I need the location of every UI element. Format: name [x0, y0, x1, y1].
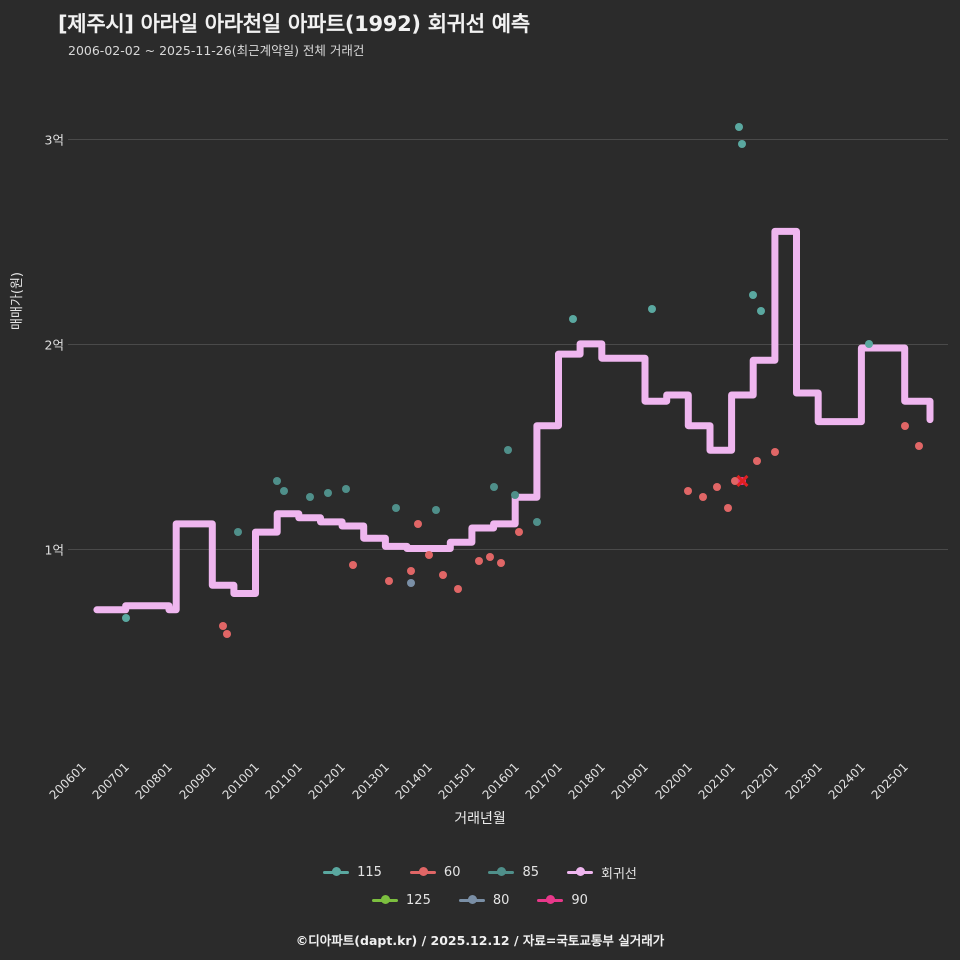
data-point [424, 550, 433, 559]
data-point [392, 503, 401, 512]
regression-line [93, 227, 934, 614]
y-tick-label: 3억 [44, 132, 64, 148]
x-axis-ticks: 200601 200701 200801 200901 201001 201101 2012… [0, 756, 960, 816]
legend-row-2: 125 80 90 [0, 886, 960, 914]
data-point [305, 493, 314, 502]
data-point [504, 446, 512, 455]
data-point [431, 505, 440, 514]
data-point [233, 528, 242, 537]
data-point [532, 517, 541, 526]
data-point [219, 622, 228, 631]
data-point [684, 487, 693, 496]
data-point [724, 503, 732, 512]
legend-marker-dot [418, 867, 428, 876]
y-axis-label: 매매가(원) [10, 272, 25, 330]
legend-label: 125 [406, 892, 431, 908]
plot-area: 1억 2억 3억 [45, 78, 948, 753]
data-point [756, 307, 765, 316]
highlight-x-marker [736, 474, 749, 488]
legend-item[interactable]: 90 [537, 893, 588, 908]
data-point [439, 571, 448, 579]
data-point [121, 614, 130, 622]
legend-marker-dot [467, 895, 477, 904]
data-point [915, 442, 924, 451]
legend-item[interactable]: 회귀선 [567, 863, 637, 882]
data-point [752, 456, 761, 465]
data-point [864, 339, 873, 348]
legend-swatch [372, 895, 399, 904]
legend: 115 60 85 회귀선 125 80 90 [0, 858, 960, 914]
data-point [222, 630, 231, 639]
legend-marker-dot [546, 895, 556, 904]
data-point [489, 483, 498, 492]
data-point [413, 519, 422, 528]
legend-label: 90 [571, 892, 588, 908]
legend-swatch [567, 867, 594, 876]
data-point [749, 290, 758, 299]
data-point [385, 577, 393, 586]
data-point [273, 477, 282, 485]
legend-swatch [537, 895, 564, 904]
legend-swatch [458, 895, 485, 904]
legend-marker-dot [381, 895, 391, 904]
data-point [406, 579, 415, 588]
legend-row-1: 115 60 85 회귀선 [0, 858, 960, 886]
data-point [486, 552, 494, 561]
data-point [698, 493, 707, 502]
data-point [900, 421, 909, 430]
x-axis-label: 거래년월 [454, 811, 506, 827]
legend-swatch [409, 867, 436, 876]
data-point [280, 487, 289, 496]
legend-label: 회귀선 [601, 866, 637, 882]
legend-label: 80 [492, 892, 510, 908]
legend-swatch [488, 867, 515, 876]
gridline [68, 139, 948, 141]
legend-item[interactable]: 125 [372, 893, 431, 908]
legend-label: 85 [522, 864, 540, 880]
legend-item[interactable]: 85 [488, 865, 539, 880]
legend-swatch [323, 867, 350, 876]
gridline [68, 343, 948, 345]
data-point [734, 123, 743, 132]
data-point [406, 567, 415, 575]
data-point [731, 477, 740, 485]
data-point [323, 489, 332, 498]
y-tick-label: 1억 [44, 542, 64, 557]
data-point [348, 560, 357, 569]
data-point [496, 558, 505, 567]
data-point [770, 448, 779, 457]
y-tick-label: 2억 [44, 337, 64, 353]
legend-marker-dot [497, 867, 507, 876]
data-point [453, 585, 462, 594]
gridline [68, 548, 948, 550]
legend-marker-dot [576, 867, 586, 876]
data-point [713, 483, 722, 492]
data-point [511, 491, 520, 500]
legend-item[interactable]: 80 [458, 892, 510, 908]
page-title: [제주시] 아라일 아라천일 아파트(1992) 회귀선 예측 [58, 12, 530, 36]
footer-credit: ©디아파트(dapt.kr) / 2025.12.12 / 자료=국토교통부 실… [295, 933, 665, 948]
data-point [648, 305, 657, 314]
data-point [475, 556, 484, 565]
page-subtitle: 2006-02-02 ~ 2025-11-26(최근계약일) 전체 거래건 [68, 43, 365, 58]
legend-marker-dot [332, 867, 342, 876]
legend-label: 115 [357, 864, 382, 880]
data-point [514, 528, 523, 537]
legend-label: 60 [443, 864, 461, 880]
legend-item[interactable]: 60 [409, 864, 461, 880]
data-point [568, 315, 577, 324]
legend-item[interactable]: 115 [323, 865, 382, 880]
data-point [341, 485, 350, 494]
data-point [738, 139, 747, 148]
